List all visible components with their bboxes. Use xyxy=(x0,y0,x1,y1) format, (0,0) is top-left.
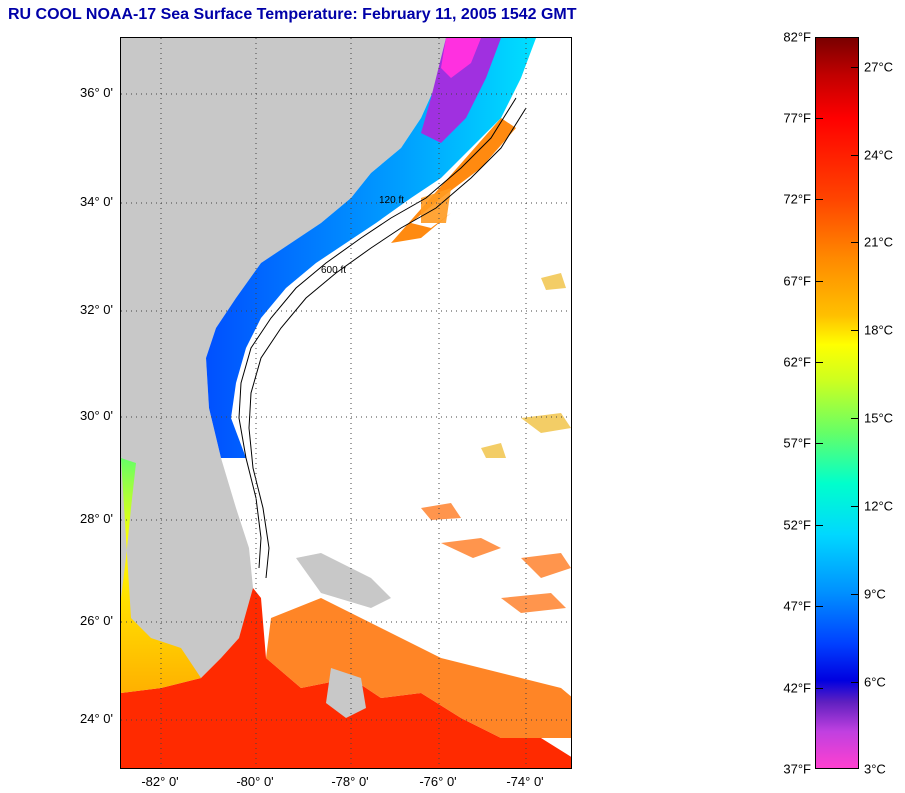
f-label-42: 42°F xyxy=(783,680,811,696)
c-label-27: 27°C xyxy=(864,59,894,75)
map-canvas: 120 ft 600 ft xyxy=(121,38,571,768)
colorbar-tick xyxy=(851,594,859,595)
colorbar-tick xyxy=(851,506,859,507)
sst-scatter-yellow xyxy=(481,273,571,458)
isobath-label-600: 600 ft xyxy=(321,265,346,276)
c-label-3: 3°C xyxy=(864,761,886,777)
land-mainland xyxy=(121,38,446,693)
graticule xyxy=(121,38,571,768)
colorbar-tick xyxy=(815,688,823,689)
sst-south-orange xyxy=(266,598,571,738)
f-label-77: 77°F xyxy=(783,110,811,126)
sst-violet-north xyxy=(421,38,501,143)
lon-label-78: -78° 0' xyxy=(331,774,369,789)
c-label-24: 24°C xyxy=(864,147,894,163)
lat-label-32: 32° 0' xyxy=(80,302,113,317)
colorbar-tick xyxy=(815,199,823,200)
colorbar-tick xyxy=(815,362,823,363)
sst-orange-patches xyxy=(421,188,451,223)
colorbar-tick xyxy=(815,118,823,119)
c-label-18: 18°C xyxy=(864,322,894,338)
colorbar-tick xyxy=(851,242,859,243)
f-label-52: 52°F xyxy=(783,517,811,533)
lat-label-36: 36° 0' xyxy=(80,85,113,100)
lat-label-34: 34° 0' xyxy=(80,194,113,209)
lat-label-24: 24° 0' xyxy=(80,711,113,726)
colorbar-tick xyxy=(815,443,823,444)
f-label-47: 47°F xyxy=(783,598,811,614)
f-label-82: 82°F xyxy=(783,29,811,45)
lat-label-30: 30° 0' xyxy=(80,408,113,423)
colorbar-tick xyxy=(815,281,823,282)
isobath-600ft xyxy=(248,107,527,579)
colorbar-tick xyxy=(851,682,859,683)
land-bahamas xyxy=(296,553,391,608)
sst-magenta-north xyxy=(441,38,481,78)
lon-label-76: -76° 0' xyxy=(419,774,457,789)
colorbar-tick xyxy=(851,155,859,156)
sst-cold-coastal xyxy=(206,38,536,458)
f-label-57: 57°F xyxy=(783,435,811,451)
colorbar-tick xyxy=(851,418,859,419)
colorbar-tick xyxy=(815,525,823,526)
c-label-12: 12°C xyxy=(864,498,894,514)
lon-label-74: -74° 0' xyxy=(506,774,544,789)
f-label-62: 62°F xyxy=(783,354,811,370)
sst-south-red xyxy=(121,588,571,768)
colorbar-tick xyxy=(815,606,823,607)
lon-label-82: -82° 0' xyxy=(141,774,179,789)
colorbar-tick xyxy=(851,67,859,68)
c-label-21: 21°C xyxy=(864,234,894,250)
c-label-9: 9°C xyxy=(864,586,886,602)
lat-label-28: 28° 0' xyxy=(80,511,113,526)
land-bahamas-2 xyxy=(326,668,366,718)
temperature-colorbar xyxy=(815,37,859,769)
lon-label-80: -80° 0' xyxy=(236,774,274,789)
page-title: RU COOL NOAA-17 Sea Surface Temperature:… xyxy=(8,6,577,23)
f-label-72: 72°F xyxy=(783,191,811,207)
f-label-37: 37°F xyxy=(783,761,811,777)
colorbar-tick xyxy=(851,330,859,331)
sst-florida-yellow xyxy=(121,458,201,693)
isobath-label-120: 120 ft xyxy=(379,195,404,206)
c-label-15: 15°C xyxy=(864,410,894,426)
f-label-67: 67°F xyxy=(783,273,811,289)
sst-scatter xyxy=(421,503,571,613)
isobath-120ft xyxy=(238,97,517,569)
c-label-6: 6°C xyxy=(864,674,886,690)
lat-label-26: 26° 0' xyxy=(80,613,113,628)
sst-map[interactable]: 120 ft 600 ft xyxy=(120,37,572,769)
